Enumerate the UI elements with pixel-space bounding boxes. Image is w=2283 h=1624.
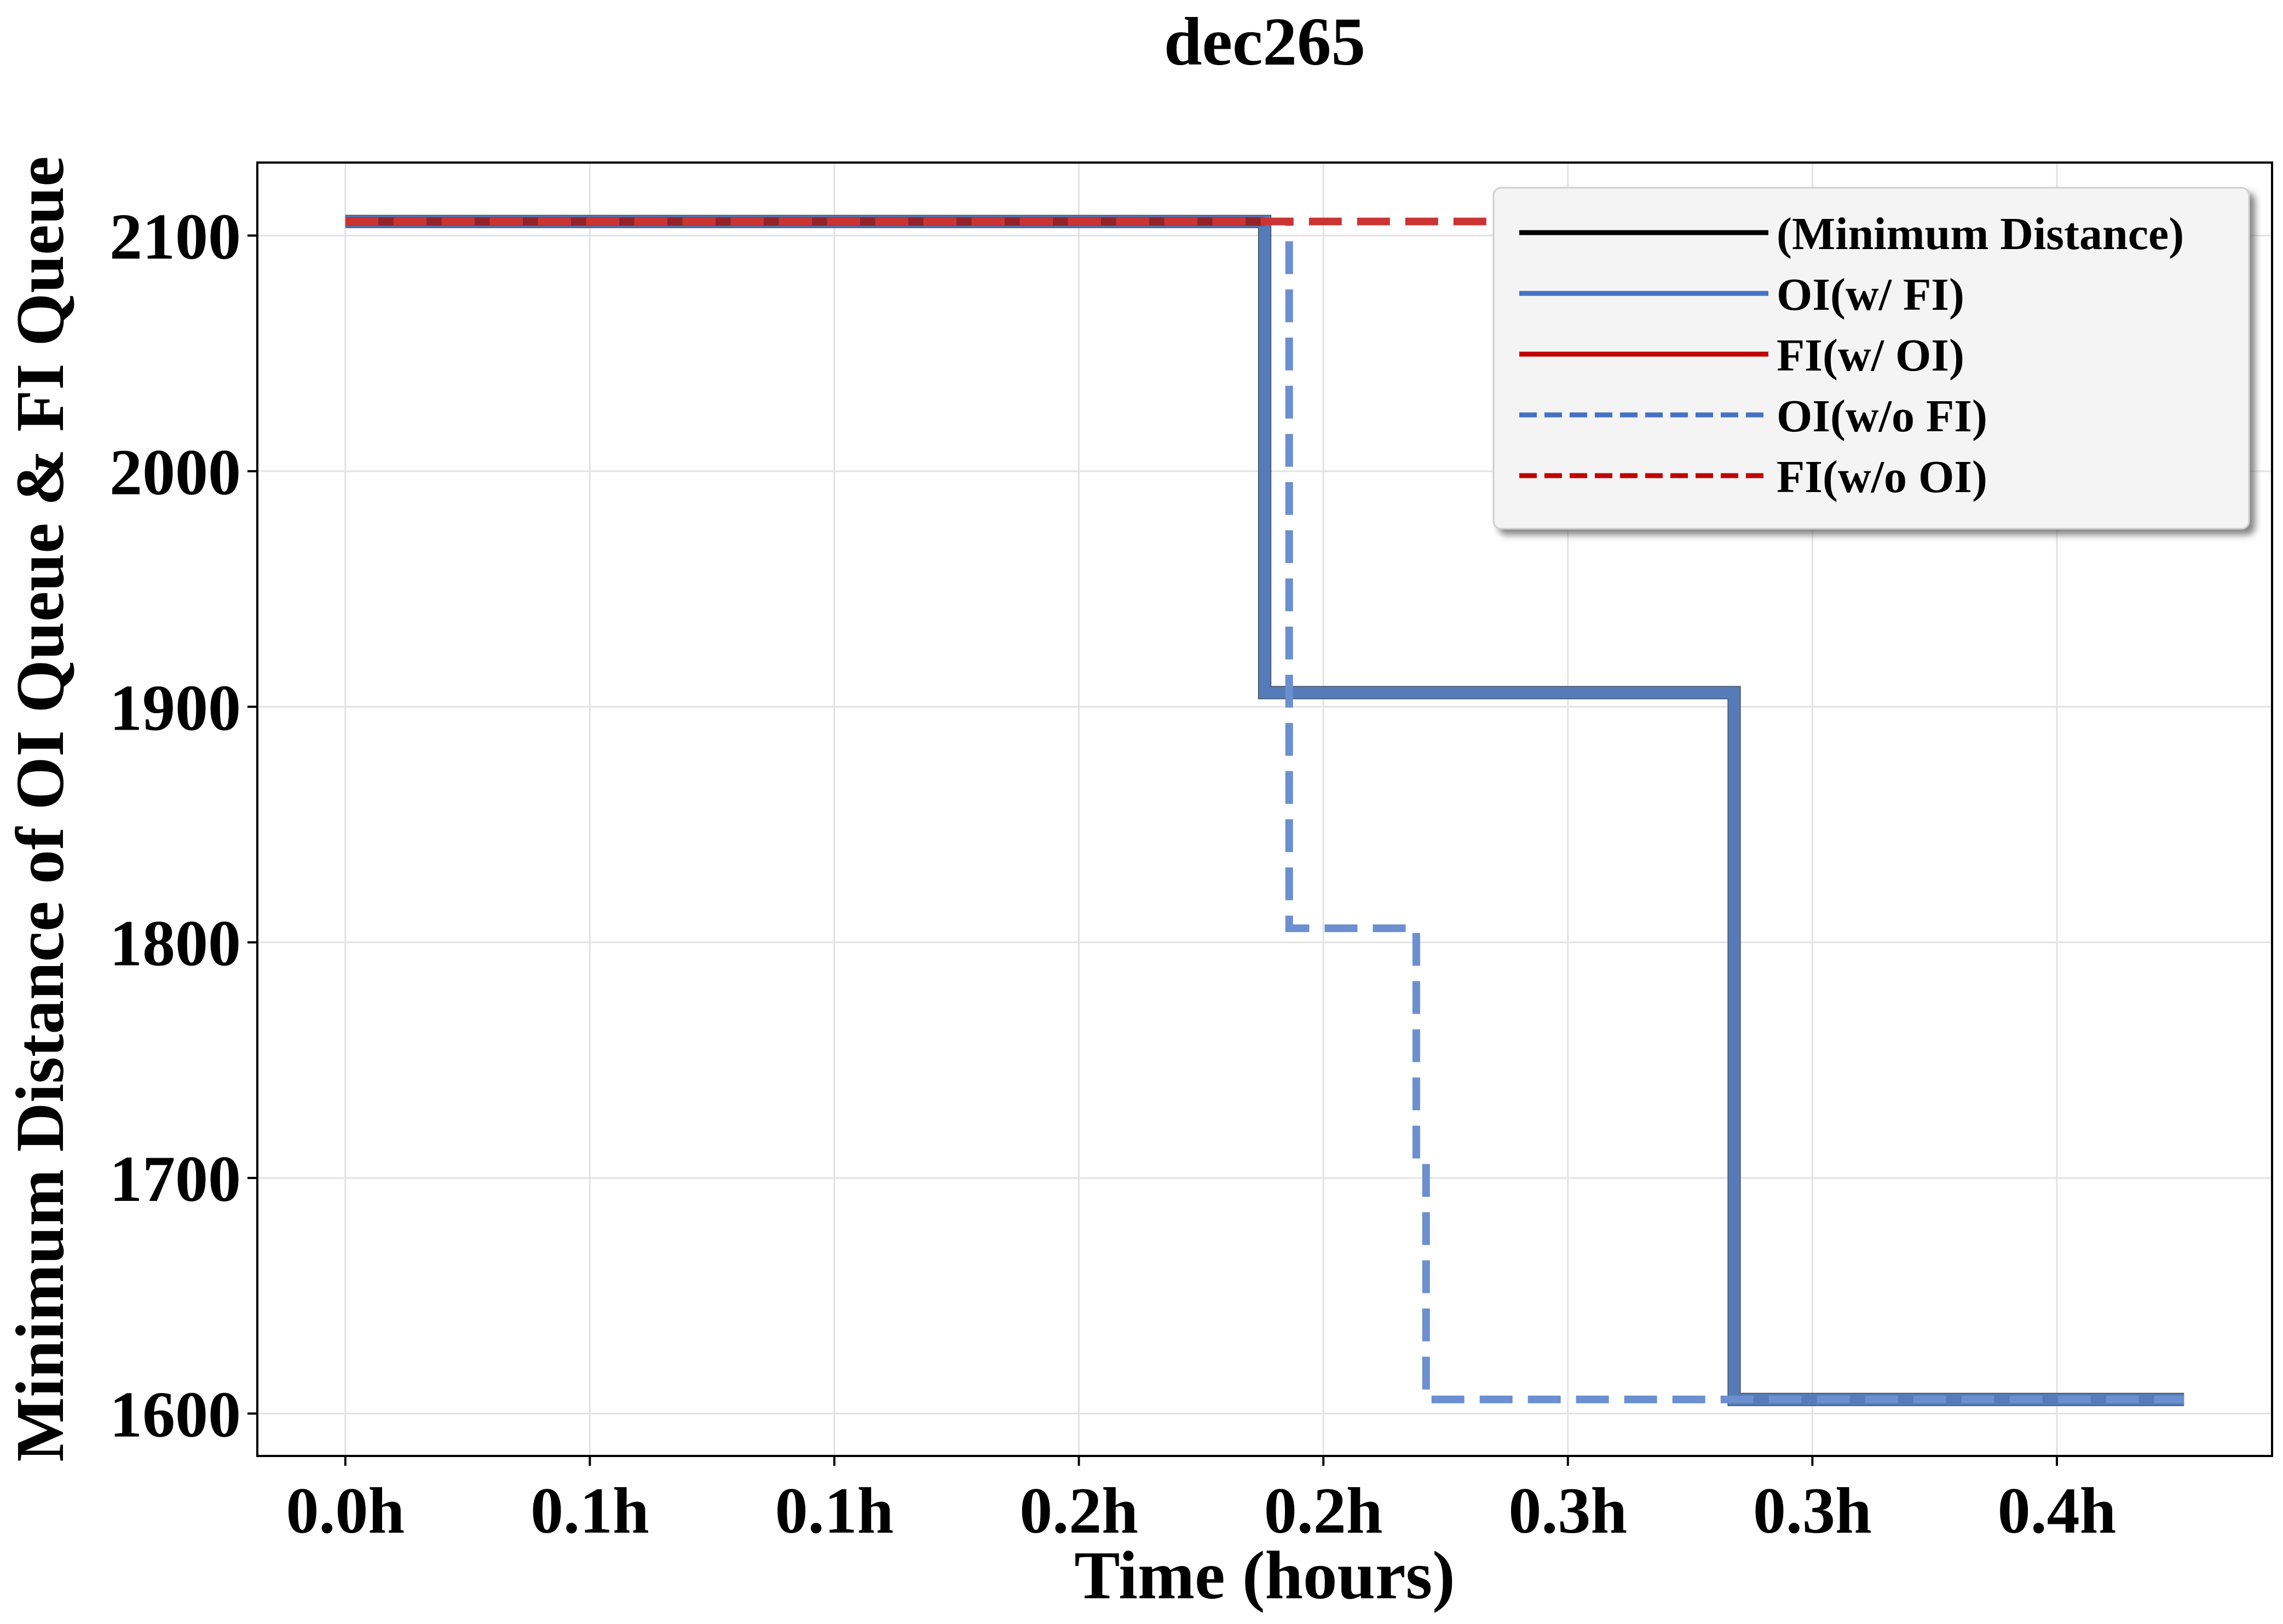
y-tick-label-0: 1600 xyxy=(109,1378,241,1451)
legend-label-5: FI(w/o OI) xyxy=(1777,452,1987,502)
y-tick-label-4: 2000 xyxy=(109,436,241,508)
legend-label-4: OI(w/o FI) xyxy=(1777,391,1987,442)
y-tick-label-3: 1900 xyxy=(109,671,241,744)
series-line-4 xyxy=(345,217,2184,1403)
x-tick-label-0: 0.0h xyxy=(286,1474,405,1547)
x-ticks: 0.0h 0.1h 0.1h 0.2h 0.2h 0.3h 0.3h 0.4h xyxy=(286,1456,2116,1547)
x-tick-label-7: 0.4h xyxy=(1998,1474,2117,1547)
x-tick-label-4: 0.2h xyxy=(1264,1474,1383,1547)
chart-title: dec265 xyxy=(1164,4,1365,80)
y-tick-label-2: 1800 xyxy=(109,907,241,980)
x-tick-label-5: 0.3h xyxy=(1508,1474,1627,1547)
legend-label-2: OI(w/ FI) xyxy=(1777,269,1964,320)
legend-label-3: FI(w/ OI) xyxy=(1777,330,1964,381)
y-tick-label-5: 2100 xyxy=(109,200,241,273)
plot-frame xyxy=(256,161,2273,1457)
y-tick-label-1: 1700 xyxy=(109,1142,241,1215)
y-axis-label: Minimum Distance of OI Queue & FI Queue xyxy=(3,156,78,1461)
x-tick-label-2: 0.1h xyxy=(775,1474,894,1547)
series-group xyxy=(345,215,2184,1406)
legend-box xyxy=(1492,187,2250,530)
legend: (Minimum Distance) OI(w/ FI) FI(w/ OI) OI(w… xyxy=(1492,187,2250,530)
legend-label-1: (Minimum Distance) xyxy=(1777,209,2184,259)
x-tick-label-3: 0.2h xyxy=(1019,1474,1138,1547)
x-tick-label-1: 0.1h xyxy=(531,1474,649,1547)
y-ticks: 1600 1700 1800 1900 2000 2100 xyxy=(109,200,257,1451)
x-tick-label-6: 0.3h xyxy=(1753,1474,1872,1547)
x-axis-label: Time (hours) xyxy=(1074,1538,1455,1614)
